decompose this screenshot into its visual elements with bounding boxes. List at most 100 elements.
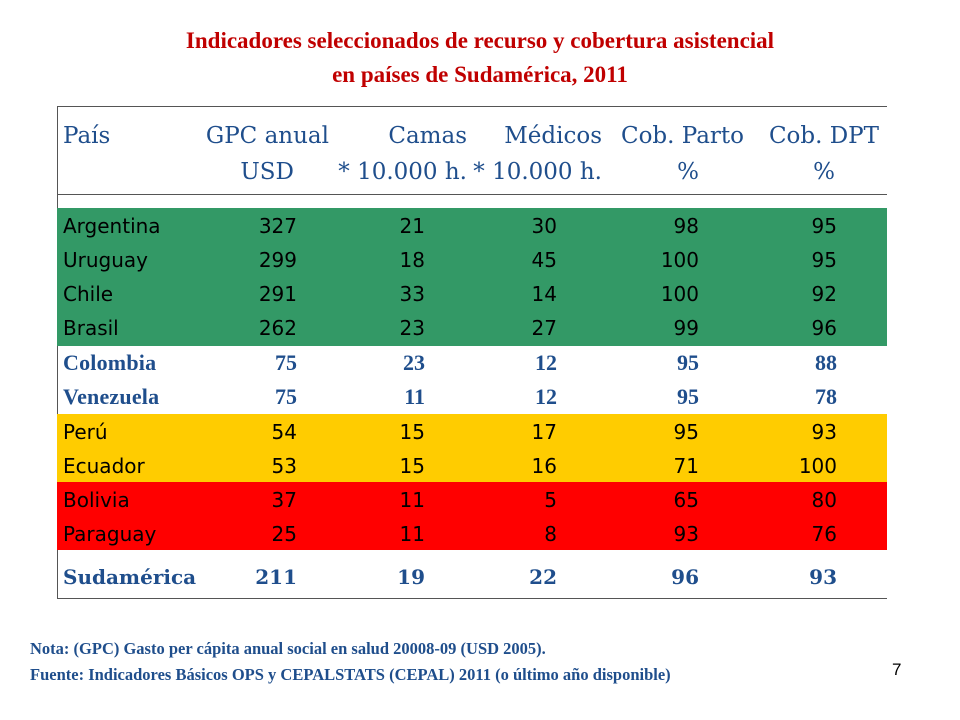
- cell-pais: Bolivia: [63, 488, 130, 512]
- table-left-rule: [57, 106, 58, 599]
- table-top-rule: [57, 106, 887, 107]
- cell-dpt: 96: [811, 316, 837, 340]
- band-red: [57, 482, 887, 550]
- cell-gpc: 262: [258, 316, 297, 340]
- cell-dpt: 88: [815, 350, 837, 375]
- header-dpt: Cob. DPT: [768, 123, 879, 149]
- cell-parto: 95: [677, 350, 699, 375]
- header-parto: Cob. Parto: [620, 123, 744, 149]
- cell-gpc: 37: [271, 488, 297, 512]
- page-number: 7: [892, 660, 902, 679]
- cell-parto: 98: [673, 214, 699, 238]
- cell-medicos: 22: [529, 565, 557, 589]
- header-bottom-rule: [57, 194, 887, 195]
- cell-parto: 65: [673, 488, 699, 512]
- cell-gpc: 75: [275, 350, 297, 375]
- cell-medicos: 30: [531, 214, 557, 238]
- cell-pais: Paraguay: [63, 522, 157, 546]
- cell-gpc: 75: [275, 384, 297, 409]
- cell-camas: 21: [399, 214, 425, 238]
- cell-gpc: 299: [258, 248, 297, 272]
- cell-parto: 95: [677, 384, 699, 409]
- cell-medicos: 8: [544, 522, 557, 546]
- cell-parto: 100: [660, 248, 699, 272]
- cell-medicos: 12: [535, 350, 557, 375]
- cell-pais: Ecuador: [63, 454, 145, 478]
- cell-dpt: 76: [811, 522, 837, 546]
- cell-dpt: 93: [809, 565, 837, 589]
- cell-pais: Argentina: [63, 214, 161, 238]
- header-row-1: País GPC anual Camas Médicos Cob. Parto …: [57, 119, 887, 153]
- cell-medicos: 16: [531, 454, 557, 478]
- cell-medicos: 27: [531, 316, 557, 340]
- header-dpt-unit: %: [813, 159, 835, 185]
- source-text: Fuente: Indicadores Básicos OPS y CEPALS…: [30, 665, 671, 684]
- table-row: Argentina 327 21 30 98 95: [57, 209, 887, 243]
- band-green: [57, 208, 887, 346]
- title-line-1: Indicadores seleccionados de recurso y c…: [185, 28, 775, 53]
- cell-pais: Venezuela: [63, 384, 160, 409]
- cell-camas: 15: [399, 420, 425, 444]
- table-row: Colombia 75 23 12 95 88: [57, 346, 887, 380]
- cell-medicos: 5: [544, 488, 557, 512]
- table-row: Uruguay 299 18 45 100 95: [57, 243, 887, 277]
- band-yellow: [57, 414, 887, 482]
- header-medicos: Médicos: [504, 123, 602, 149]
- note-text: Nota: (GPC) Gasto per cápita anual socia…: [30, 639, 546, 658]
- cell-gpc: 25: [271, 522, 297, 546]
- cell-camas: 11: [404, 384, 425, 409]
- header-parto-unit: %: [677, 159, 699, 185]
- cell-pais: Brasil: [63, 316, 119, 340]
- header-medicos-unit: * 10.000 h.: [473, 159, 602, 185]
- table-row: Ecuador 53 15 16 71 100: [57, 449, 887, 483]
- cell-medicos: 17: [531, 420, 557, 444]
- header-gpc: GPC anual: [205, 123, 329, 149]
- cell-camas: 19: [397, 565, 425, 589]
- table-row: Paraguay 25 11 8 93 76: [57, 517, 887, 551]
- cell-pais: Uruguay: [63, 248, 148, 272]
- cell-camas: 11: [399, 522, 425, 546]
- cell-gpc: 53: [271, 454, 297, 478]
- header-camas: Camas: [388, 123, 467, 149]
- cell-pais: Sudamérica: [63, 565, 197, 589]
- cell-camas: 15: [399, 454, 425, 478]
- title-line-2: en países de Sudamérica, 2011: [332, 62, 628, 87]
- header-camas-unit: * 10.000 h.: [338, 159, 467, 185]
- cell-dpt: 95: [811, 214, 837, 238]
- cell-parto: 71: [673, 454, 699, 478]
- cell-gpc: 211: [255, 565, 297, 589]
- table-row: Bolivia 37 11 5 65 80: [57, 483, 887, 517]
- cell-pais: Colombia: [63, 350, 157, 375]
- cell-pais: Chile: [63, 282, 114, 306]
- cell-parto: 99: [673, 316, 699, 340]
- table-row: Brasil 262 23 27 99 96: [57, 311, 887, 345]
- cell-parto: 93: [673, 522, 699, 546]
- header-row-2: USD * 10.000 h. * 10.000 h. % %: [57, 155, 887, 189]
- cell-medicos: 45: [531, 248, 557, 272]
- cell-parto: 100: [660, 282, 699, 306]
- cell-camas: 33: [399, 282, 425, 306]
- cell-medicos: 12: [535, 384, 557, 409]
- table-total-row: Sudamérica 211 19 22 96 93: [57, 560, 887, 594]
- table-row: Perú 54 15 17 95 93: [57, 415, 887, 449]
- cell-gpc: 54: [271, 420, 297, 444]
- cell-pais: Perú: [63, 420, 108, 444]
- table-row: Chile 291 33 14 100 92: [57, 277, 887, 311]
- cell-parto: 96: [671, 565, 699, 589]
- cell-dpt: 100: [798, 454, 837, 478]
- cell-camas: 23: [399, 316, 425, 340]
- cell-dpt: 95: [811, 248, 837, 272]
- cell-dpt: 78: [815, 384, 837, 409]
- cell-dpt: 80: [811, 488, 837, 512]
- header-gpc-unit: USD: [240, 159, 294, 185]
- table-bottom-rule: [57, 598, 887, 599]
- cell-camas: 18: [399, 248, 425, 272]
- cell-gpc: 327: [258, 214, 297, 238]
- cell-parto: 95: [673, 420, 699, 444]
- cell-camas: 11: [399, 488, 425, 512]
- cell-dpt: 92: [811, 282, 837, 306]
- cell-dpt: 93: [811, 420, 837, 444]
- cell-gpc: 291: [258, 282, 297, 306]
- cell-camas: 23: [403, 350, 425, 375]
- cell-medicos: 14: [531, 282, 557, 306]
